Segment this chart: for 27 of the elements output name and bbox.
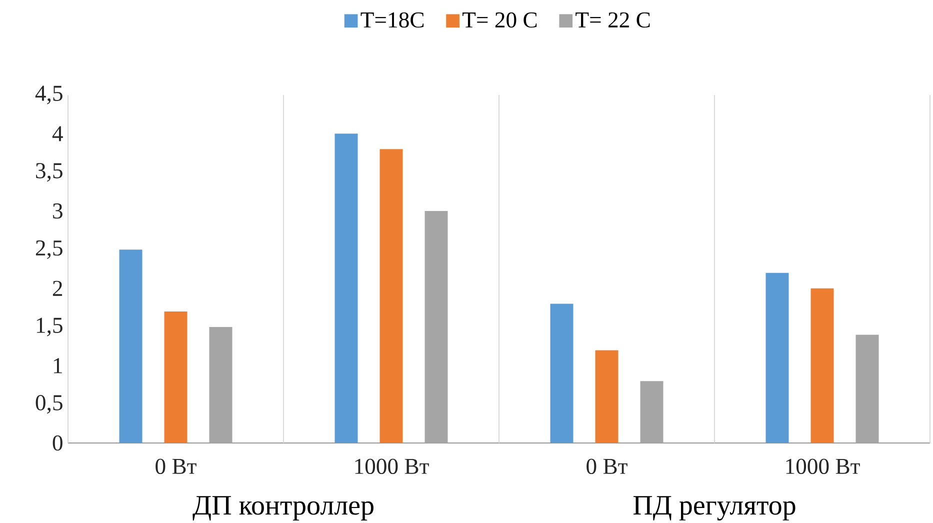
y-tick-label: 3 bbox=[53, 203, 62, 219]
text: ДП контроллер bbox=[192, 496, 374, 520]
y-tick-label: 2,5 bbox=[36, 240, 62, 259]
x-tick-label: 1000 Вт bbox=[355, 458, 429, 474]
x-tick-label: 1000 Вт bbox=[786, 458, 860, 474]
bar bbox=[119, 250, 142, 443]
bar bbox=[595, 350, 618, 443]
y-tick-label: 2 bbox=[52, 280, 62, 296]
bar bbox=[550, 304, 574, 443]
y-tick-label: 0 bbox=[52, 435, 62, 451]
bar bbox=[334, 134, 358, 443]
legend-label: T= 20 C bbox=[462, 12, 537, 28]
bar bbox=[164, 312, 188, 443]
y-tick-label: 1 bbox=[54, 358, 62, 374]
text: ПД регулятор bbox=[633, 496, 796, 521]
y-tick-label: 1,5 bbox=[36, 318, 62, 336]
bar bbox=[810, 288, 834, 443]
y-tick-label: 4,5 bbox=[35, 86, 62, 104]
bar bbox=[766, 272, 789, 443]
y-tick-label: 4 bbox=[52, 126, 63, 142]
x-tick-label: 0 Вт bbox=[586, 458, 628, 474]
legend-label: T= 22 C bbox=[576, 12, 650, 28]
bar bbox=[380, 149, 403, 443]
x-tick-label: 0 Вт bbox=[156, 458, 196, 474]
y-tick-label: 0,5 bbox=[36, 395, 62, 414]
legend-label: T=18C bbox=[360, 12, 424, 28]
y-tick-label: 3,5 bbox=[36, 163, 62, 182]
